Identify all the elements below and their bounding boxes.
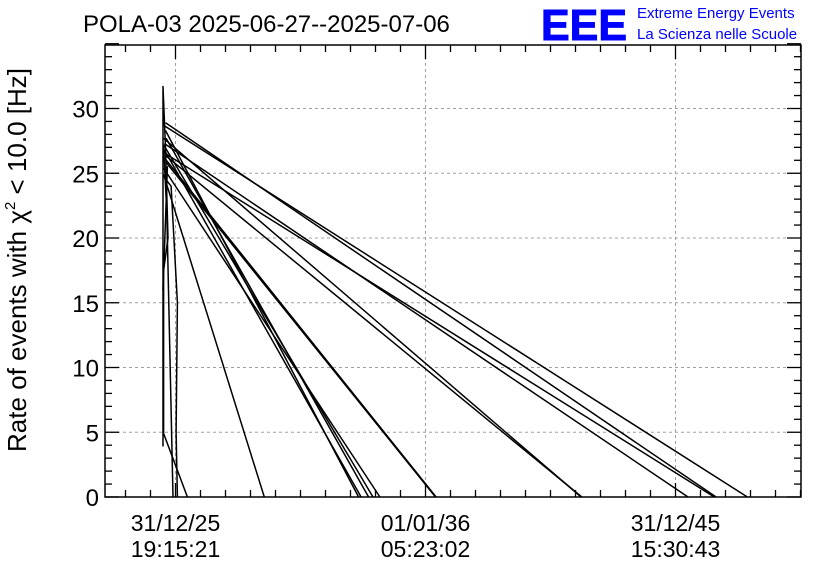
series-line bbox=[162, 166, 179, 498]
chart-title: POLA-03 2025-06-27--2025-07-06 bbox=[83, 11, 450, 38]
y-axis-label: Rate of events with χ2 < 10.0 [Hz] bbox=[2, 68, 32, 452]
x-tick-label-date: 01/01/36 bbox=[381, 510, 471, 536]
logo-line-2: La Scienza nelle Scuole bbox=[637, 26, 797, 43]
y-axis-label-post: < 10.0 [Hz] bbox=[2, 68, 32, 202]
series-line bbox=[164, 130, 360, 498]
ticks bbox=[105, 43, 802, 498]
series-line bbox=[163, 142, 689, 498]
x-tick-label-date: 31/12/25 bbox=[131, 510, 221, 536]
series-line bbox=[163, 151, 715, 498]
logo-mark: EEE bbox=[541, 1, 627, 50]
y-tick-label: 5 bbox=[86, 420, 99, 447]
y-tick-label: 0 bbox=[86, 485, 99, 512]
y-tick-label: 30 bbox=[72, 97, 99, 124]
x-tick-label-time: 05:23:02 bbox=[381, 536, 471, 562]
y-tick-label: 15 bbox=[72, 291, 99, 318]
y-axis-label-sup: 2 bbox=[2, 202, 19, 210]
series-line bbox=[164, 154, 583, 498]
series-line bbox=[162, 174, 266, 498]
y-axis-label-symbol: χ bbox=[2, 210, 32, 224]
y-tick-label: 20 bbox=[72, 226, 99, 253]
y-tick-label: 10 bbox=[72, 356, 99, 383]
grid bbox=[105, 45, 801, 497]
x-tick-label-date: 31/12/45 bbox=[631, 510, 721, 536]
series-line bbox=[162, 144, 374, 498]
series-group bbox=[162, 85, 748, 498]
eee-logo: EEE Extreme Energy Events La Scienza nel… bbox=[541, 1, 798, 51]
series-line bbox=[165, 137, 370, 498]
series-line bbox=[165, 122, 717, 498]
series-line bbox=[163, 137, 582, 498]
plot-frame bbox=[104, 44, 802, 498]
series-line bbox=[162, 146, 174, 498]
logo-line-1: Extreme Energy Events bbox=[637, 5, 795, 22]
x-tick-label-time: 19:15:21 bbox=[131, 536, 221, 562]
x-tick-label-time: 15:30:43 bbox=[631, 536, 721, 562]
y-tick-label: 25 bbox=[72, 161, 99, 188]
y-axis-label-pre: Rate of events with bbox=[2, 224, 32, 452]
